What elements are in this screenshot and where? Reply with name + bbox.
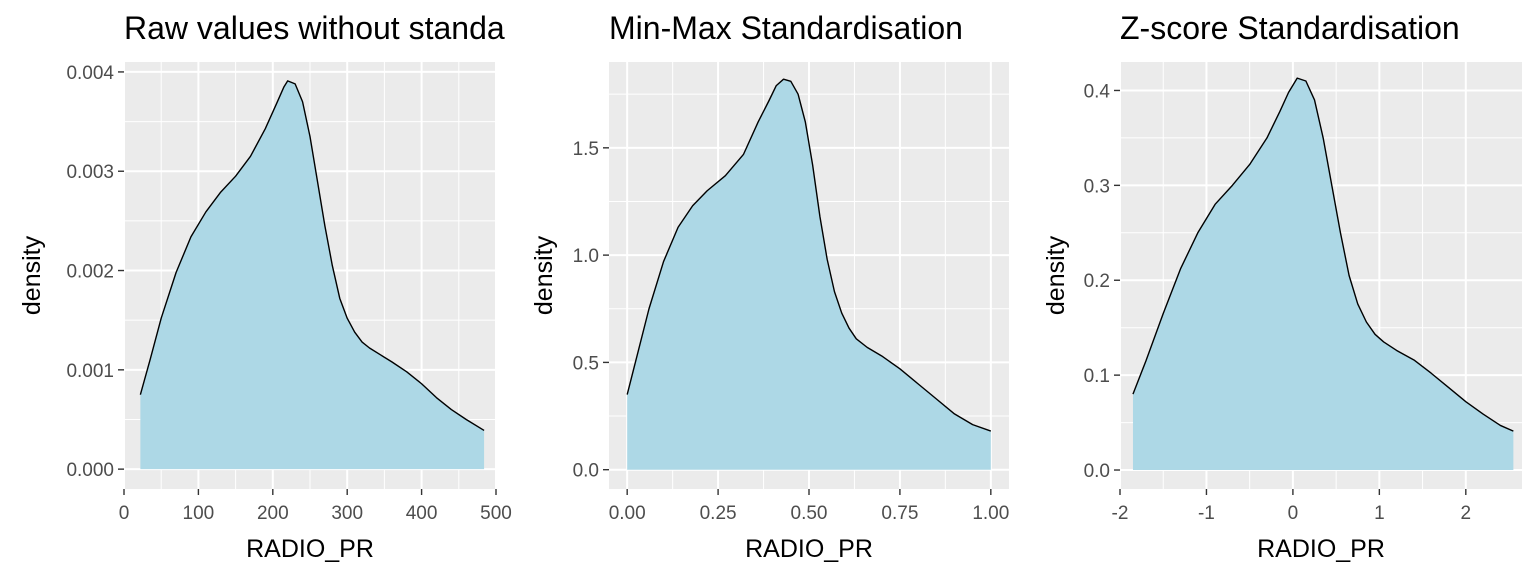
y-tick-label: 0.001 (66, 361, 114, 382)
y-tick-label: 0.2 (1084, 271, 1110, 292)
density-line (139, 80, 485, 432)
x-tick-label: 0.25 (700, 503, 737, 524)
y-tick-label: 0.0 (573, 461, 599, 482)
x-tick-label: 2 (1461, 503, 1472, 524)
y-axis-title: density (530, 235, 558, 315)
x-tick-label: 400 (406, 503, 438, 524)
x-tick-label: 0 (1288, 503, 1299, 524)
x-axis-title: RADIO_PR (1257, 535, 1385, 563)
y-tick-label: 1.5 (573, 139, 599, 160)
y-tick-label: 0.003 (66, 162, 114, 183)
chart-zscore-svg: -2 -1 0 1 2 0.0 0.1 0.2 0.3 0.4 RADIO_PR density (1042, 62, 1522, 563)
x-axis-title: RADIO_PR (246, 535, 374, 563)
y-tick-label: 1.0 (573, 246, 599, 267)
chart-title: Z-score Standardisation (1120, 10, 1460, 46)
x-tick-label: -1 (1198, 503, 1215, 524)
density-area (627, 79, 991, 470)
chart-panel-minmax: Min-Max Standardisation 0.00 0.25 0.50 0.75… (512, 0, 1024, 576)
x-tick-label: 100 (183, 503, 215, 524)
x-tick-label: 0.00 (609, 503, 646, 524)
y-tick-label: 0.4 (1084, 81, 1111, 102)
chart-panel-raw: Raw values without standa 0 100 200 300 400 5… (0, 0, 512, 576)
chart-raw-svg: 0 100 200 300 400 500 0.000 0.001 0.002 0.003 0.00… (18, 62, 512, 563)
x-tick-label: 300 (331, 503, 363, 524)
x-tick-label: 500 (480, 503, 512, 524)
x-tick-label: 200 (257, 503, 289, 524)
y-tick-label: 0.0 (1084, 461, 1110, 482)
x-tick-label: 0.75 (881, 503, 918, 524)
x-tick-label: 1 (1374, 503, 1385, 524)
density-line (626, 78, 992, 432)
y-axis-title: density (18, 235, 46, 315)
density-line (1132, 77, 1514, 432)
density-area (140, 80, 485, 470)
x-tick-label: 0 (119, 503, 130, 524)
y-axis-title: density (1042, 235, 1070, 315)
density-area (1132, 78, 1514, 471)
chart-minmax-svg: 0.00 0.25 0.50 0.75 1.00 0.0 0.5 1.0 1.5 RADIO_PR… (530, 62, 1009, 563)
x-axis-title: RADIO_PR (745, 535, 873, 563)
y-tick-label: 0.000 (66, 460, 114, 481)
y-tick-label: 0.1 (1084, 366, 1110, 387)
x-tick-label: -2 (1112, 503, 1129, 524)
y-tick-label: 0.002 (66, 262, 114, 283)
chart-panel-zscore: Z-score Standardisation -2 -1 0 1 2 0.0 0.1 0.2… (1024, 0, 1536, 576)
chart-title: Min-Max Standardisation (609, 10, 963, 46)
y-tick-label: 0.5 (573, 353, 599, 374)
y-tick-label: 0.3 (1084, 176, 1110, 197)
x-tick-label: 1.00 (972, 503, 1009, 524)
chart-title: Raw values without standa (124, 10, 505, 46)
x-tick-label: 0.50 (791, 503, 828, 524)
y-tick-label: 0.004 (66, 63, 114, 84)
